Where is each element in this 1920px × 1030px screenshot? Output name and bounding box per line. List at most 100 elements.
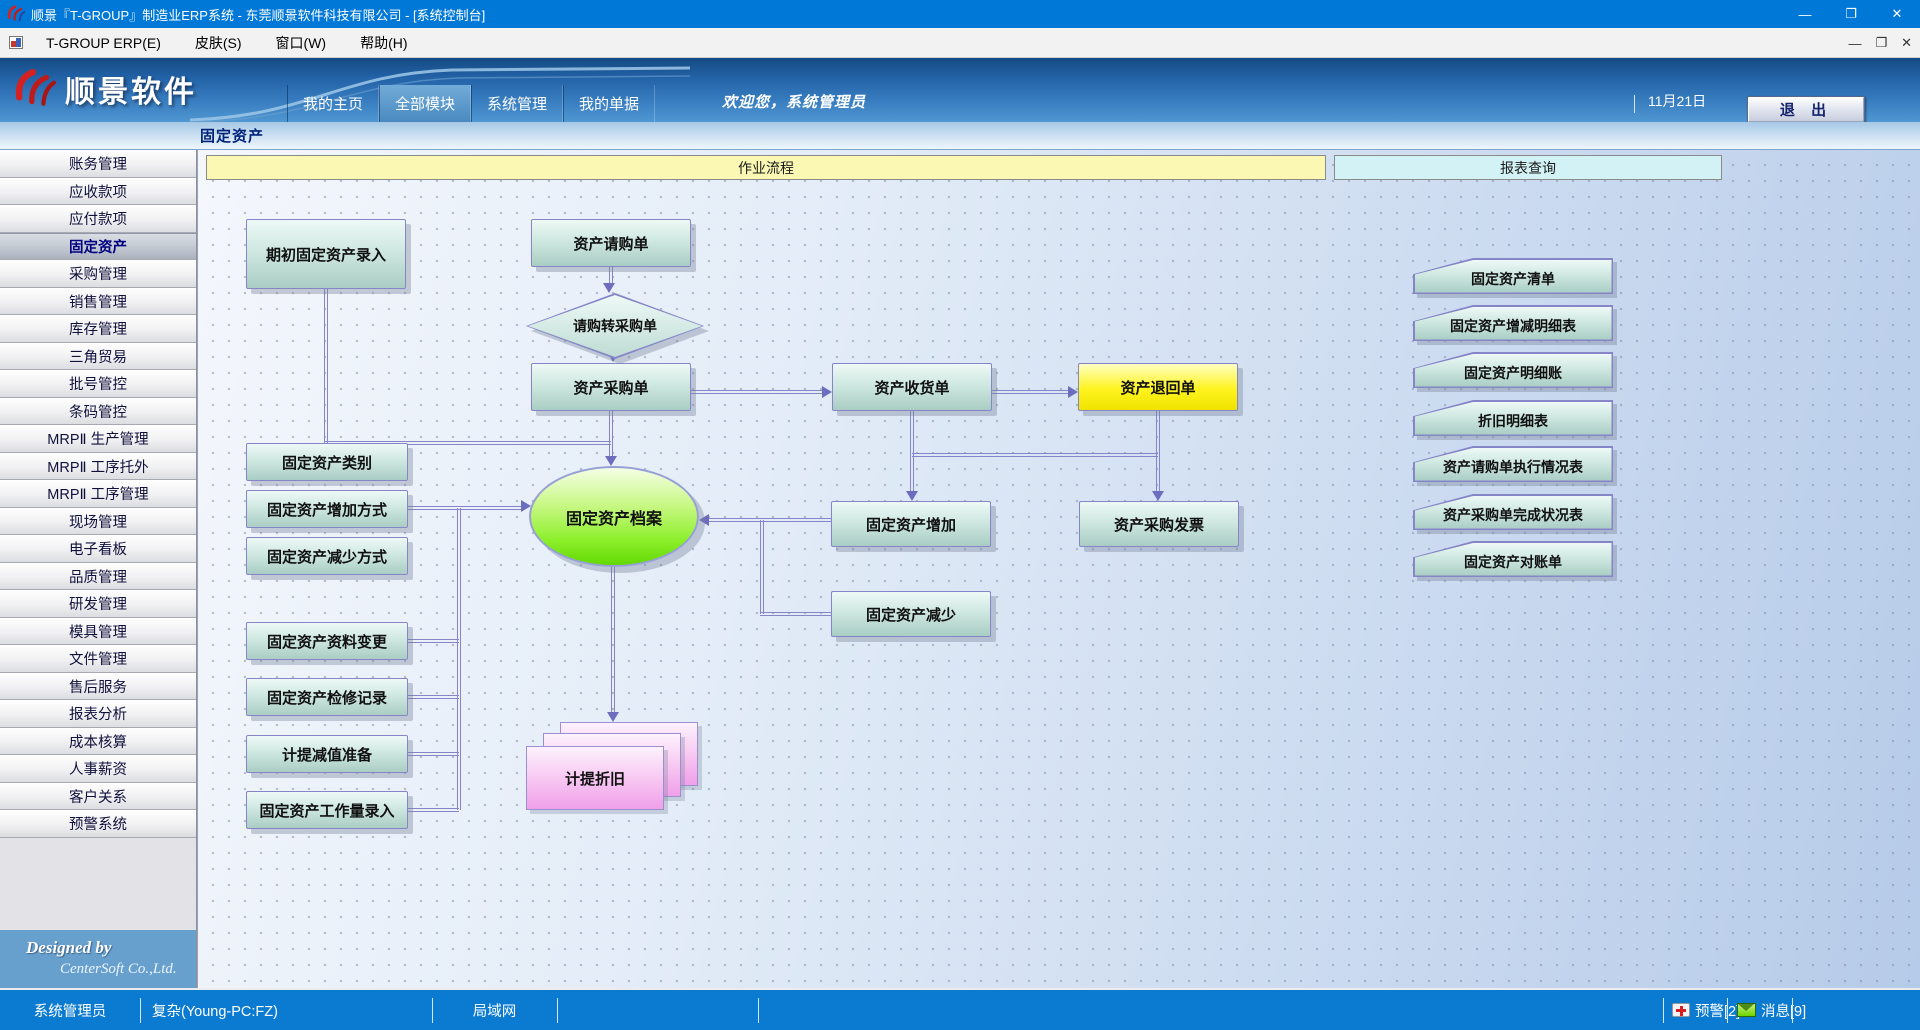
sidebar-item-人事薪资[interactable]: 人事薪资 bbox=[0, 755, 196, 783]
window-restore-icon[interactable]: ❐ bbox=[1845, 6, 1857, 21]
flow-node-tuihuidan[interactable]: 资产退回单 bbox=[1078, 363, 1238, 411]
menu-item-window[interactable]: 窗口(W) bbox=[275, 34, 327, 51]
connector-line bbox=[324, 289, 328, 443]
flow-node-fapiao[interactable]: 资产采购发票 bbox=[1079, 501, 1239, 547]
status-alert[interactable]: 预警[2] bbox=[1672, 990, 1740, 1030]
report-card-固定资产增减明细表[interactable]: 固定资产增减明细表 bbox=[1413, 305, 1613, 341]
connector-line bbox=[408, 752, 459, 756]
status-divider bbox=[1727, 998, 1728, 1023]
nav-tab-全部模块[interactable]: 全部模块 bbox=[379, 85, 471, 122]
report-card-固定资产清单[interactable]: 固定资产清单 bbox=[1413, 258, 1613, 294]
sidebar-item-现场管理[interactable]: 现场管理 bbox=[0, 507, 196, 535]
nav-tab-我的主页[interactable]: 我的主页 bbox=[287, 85, 379, 122]
flow-canvas: 作业流程 报表查询 期初固定资产录入 资产请购单 请购转采购单 资产采购单 资产收货单资… bbox=[197, 150, 1920, 988]
connector-line bbox=[609, 267, 613, 283]
sidebar-item-MRPⅡ 工序托外[interactable]: MRPⅡ 工序托外 bbox=[0, 452, 196, 480]
report-card-固定资产明细账[interactable]: 固定资产明细账 bbox=[1413, 352, 1613, 388]
sidebar-item-销售管理[interactable]: 销售管理 bbox=[0, 287, 196, 315]
nav-tab-系统管理[interactable]: 系统管理 bbox=[471, 85, 563, 122]
flow-node-zhuancaigou[interactable]: 请购转采购单 bbox=[526, 293, 704, 359]
connector-line bbox=[691, 390, 822, 394]
sidebar-item-模具管理[interactable]: 模具管理 bbox=[0, 617, 196, 645]
status-message[interactable]: 消息[9] bbox=[1737, 990, 1806, 1030]
sidebar-menu: 账务管理 应收款项 应付款项 固定资产 采购管理 销售管理 库存管理 三角贸易 批号管控 条码管控… bbox=[0, 150, 196, 838]
nav-tab-我的单据[interactable]: 我的单据 bbox=[563, 85, 655, 122]
designed-by-panel: Designed by CenterSoft Co.,Ltd. bbox=[0, 930, 196, 988]
brand-logo-text: 顺景软件 bbox=[65, 76, 197, 109]
sidebar-item-账务管理[interactable]: 账务管理 bbox=[0, 150, 196, 178]
exit-button[interactable]: 退 出 bbox=[1747, 96, 1865, 122]
flow-node-zengjiafangshi[interactable]: 固定资产增加方式 bbox=[246, 490, 408, 528]
sidebar-item-品质管理[interactable]: 品质管理 bbox=[0, 562, 196, 590]
module-title: 固定资产 bbox=[200, 128, 265, 145]
sidebar-item-售后服务[interactable]: 售后服务 bbox=[0, 672, 196, 700]
report-card-label: 资产请购单执行情况表 bbox=[1443, 458, 1583, 475]
sidebar-item-报表分析[interactable]: 报表分析 bbox=[0, 700, 196, 728]
menu-item-skin[interactable]: 皮肤(S) bbox=[194, 34, 242, 51]
sidebar-item-应收款项[interactable]: 应收款项 bbox=[0, 177, 196, 205]
arrowhead-left-icon bbox=[699, 514, 709, 526]
sidebar-item-条码管控[interactable]: 条码管控 bbox=[0, 397, 196, 425]
report-card-资产请购单执行情况表[interactable]: 资产请购单执行情况表 bbox=[1413, 446, 1613, 482]
flow-node-jianshaofangshi[interactable]: 固定资产减少方式 bbox=[246, 537, 408, 575]
connector-line bbox=[324, 441, 611, 445]
flow-node-jitizhejiu[interactable]: 计提折旧 bbox=[526, 722, 702, 812]
connector-line bbox=[760, 612, 831, 616]
flow-node-caigoudan[interactable]: 资产采购单 bbox=[531, 363, 691, 411]
menu-item-tgroup-erp[interactable]: T-GROUP ERP(E) bbox=[46, 34, 161, 51]
flow-node-leibie[interactable]: 固定资产类别 bbox=[246, 443, 408, 481]
sidebar-item-文件管理[interactable]: 文件管理 bbox=[0, 645, 196, 673]
sidebar-item-客户关系[interactable]: 客户关系 bbox=[0, 782, 196, 810]
sidebar-item-应付款项[interactable]: 应付款项 bbox=[0, 205, 196, 233]
report-card-折旧明细表[interactable]: 折旧明细表 bbox=[1413, 400, 1613, 436]
sidebar-item-成本核算[interactable]: 成本核算 bbox=[0, 727, 196, 755]
sidebar-item-MRPⅡ 工序管理[interactable]: MRPⅡ 工序管理 bbox=[0, 480, 196, 508]
flow-node-zengjia[interactable]: 固定资产增加 bbox=[831, 501, 991, 547]
sidebar-item-采购管理[interactable]: 采购管理 bbox=[0, 260, 196, 288]
window-close-icon[interactable]: ✕ bbox=[1891, 6, 1903, 21]
section-header-reports: 报表查询 bbox=[1334, 155, 1722, 180]
connector-line bbox=[609, 411, 613, 456]
sidebar-item-电子看板[interactable]: 电子看板 bbox=[0, 535, 196, 563]
window-titlebar: 顺景『T-GROUP』制造业ERP系统 - 东莞顺景软件科技有限公司 - [系统… bbox=[0, 0, 1920, 28]
flow-node-dangan[interactable]: 固定资产档案 bbox=[529, 466, 699, 567]
sidebar-item-预警系统[interactable]: 预警系统 bbox=[0, 810, 196, 838]
status-user: 系统管理员 bbox=[33, 1003, 107, 1020]
status-divider bbox=[140, 998, 141, 1023]
connector-line bbox=[910, 411, 914, 491]
flow-node-jianzhizhunbei[interactable]: 计提减值准备 bbox=[246, 735, 408, 773]
mdi-restore-icon[interactable]: ❐ bbox=[1875, 35, 1888, 50]
flow-node-gongzuoliang[interactable]: 固定资产工作量录入 bbox=[246, 791, 408, 829]
report-card-固定资产对账单[interactable]: 固定资产对账单 bbox=[1413, 541, 1613, 577]
sidebar-item-MRPⅡ 生产管理[interactable]: MRPⅡ 生产管理 bbox=[0, 425, 196, 453]
flow-node-ziliaobiangen[interactable]: 固定资产资料变更 bbox=[246, 622, 408, 660]
flow-node-jianshao[interactable]: 固定资产减少 bbox=[831, 591, 991, 637]
mdi-close-icon[interactable]: ✕ bbox=[1901, 35, 1912, 50]
window-minimize-icon[interactable]: — bbox=[1798, 6, 1812, 22]
welcome-text: 欢迎您，系统管理员 bbox=[722, 94, 867, 111]
flow-node-shouhuodan[interactable]: 资产收货单 bbox=[832, 363, 992, 411]
flow-node-qichu[interactable]: 期初固定资产录入 bbox=[246, 219, 406, 289]
module-subheader: 固定资产 bbox=[0, 122, 1920, 150]
sidebar-item-三角贸易[interactable]: 三角贸易 bbox=[0, 342, 196, 370]
arrowhead-down-icon bbox=[1152, 491, 1164, 501]
section-header-workflow: 作业流程 bbox=[206, 155, 1326, 180]
app-icon bbox=[7, 5, 25, 22]
sidebar-item-批号管控[interactable]: 批号管控 bbox=[0, 370, 196, 398]
menu-item-help[interactable]: 帮助(H) bbox=[360, 34, 408, 51]
connector-line bbox=[992, 390, 1068, 394]
sidebar-item-固定资产[interactable]: 固定资产 bbox=[0, 232, 196, 260]
sidebar-item-研发管理[interactable]: 研发管理 bbox=[0, 590, 196, 618]
status-divider bbox=[1792, 998, 1793, 1023]
header-date: 11月21日 bbox=[1648, 93, 1707, 109]
arrowhead-down-icon bbox=[906, 491, 918, 501]
report-card-资产采购单完成状况表[interactable]: 资产采购单完成状况表 bbox=[1413, 494, 1613, 530]
report-card-label: 固定资产增减明细表 bbox=[1450, 317, 1576, 334]
arrowhead-right-icon bbox=[1068, 386, 1078, 398]
flow-node-qinggou[interactable]: 资产请购单 bbox=[531, 219, 691, 267]
sidebar-item-库存管理[interactable]: 库存管理 bbox=[0, 315, 196, 343]
mdi-minimize-icon[interactable]: — bbox=[1848, 35, 1862, 51]
flow-node-jianxiujilu[interactable]: 固定资产检修记录 bbox=[246, 678, 408, 716]
menubar: T-GROUP ERP(E) 皮肤(S) 窗口(W) 帮助(H) — ❐ ✕ bbox=[0, 28, 1920, 58]
connector-line bbox=[457, 508, 461, 810]
